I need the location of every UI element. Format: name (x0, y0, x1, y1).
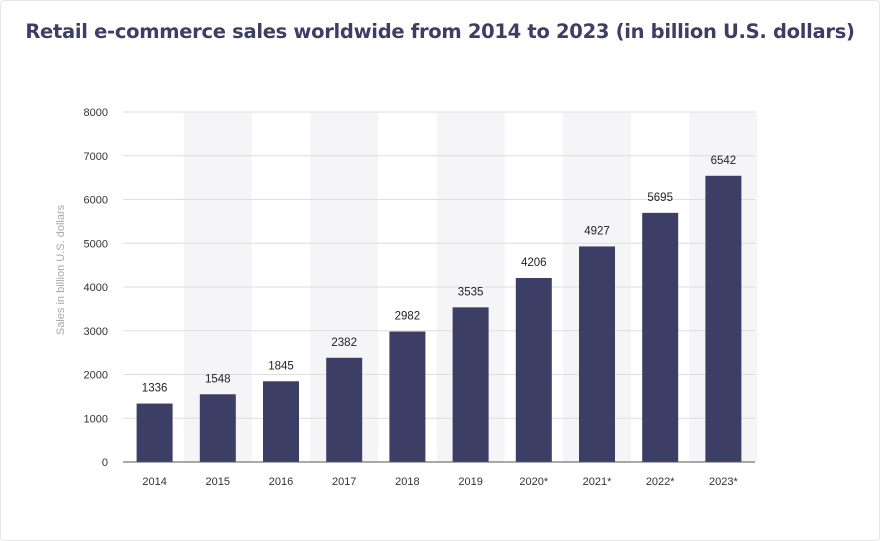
x-tick-label: 2014 (142, 476, 166, 488)
x-tick-label: 2016 (269, 476, 293, 488)
y-tick-label: 1000 (84, 413, 108, 425)
y-tick-label: 8000 (84, 107, 108, 119)
data-label: 1336 (142, 383, 168, 395)
bar (515, 277, 552, 462)
bar (263, 381, 299, 462)
x-axis-ticks: 2014 2015 2016 2017 2018 2019 2020* 2021* 2022* 2… (142, 476, 738, 488)
y-axis-label: Sales in billion U.S. dollars (55, 204, 67, 335)
bar (579, 246, 615, 462)
chart-title: Retail e-commerce sales worldwide from 2… (25, 20, 855, 43)
data-label: 1845 (268, 360, 294, 372)
data-label: 5695 (647, 192, 673, 204)
y-tick-label: 7000 (84, 151, 108, 163)
y-tick-label: 2000 (84, 370, 108, 382)
data-label: 2982 (395, 311, 421, 323)
y-tick-label: 4000 (84, 282, 108, 294)
y-tick-label: 5000 (84, 238, 108, 250)
y-axis-ticks: 0 1000 2000 3000 4000 5000 6000 7000 8000 (84, 107, 108, 469)
bar (389, 331, 426, 462)
data-label: 6542 (711, 155, 737, 167)
bars (136, 175, 742, 462)
data-label: 2382 (331, 337, 357, 349)
bar (326, 357, 363, 462)
x-tick-label: 2017 (332, 476, 356, 488)
x-tick-label: 2023* (709, 476, 738, 488)
y-tick-label: 0 (102, 457, 108, 469)
x-tick-label: 2022* (646, 476, 675, 488)
bar (199, 394, 236, 462)
bar (136, 403, 173, 462)
data-label: 3535 (458, 286, 484, 298)
x-tick-label: 2015 (206, 476, 230, 488)
data-label: 1548 (205, 373, 231, 385)
bar (452, 307, 489, 462)
data-label: 4927 (584, 225, 610, 237)
bar (642, 212, 679, 462)
x-tick-label: 2018 (395, 476, 419, 488)
x-tick-label: 2020* (519, 476, 548, 488)
data-label: 4206 (521, 257, 547, 269)
bar (705, 175, 742, 462)
x-tick-label: 2019 (458, 476, 482, 488)
y-tick-label: 3000 (84, 326, 108, 338)
data-labels: 1336 1548 1845 2382 2982 3535 4206 4927 5695 6542 (142, 155, 736, 395)
y-tick-label: 6000 (84, 195, 108, 207)
x-tick-label: 2021* (583, 476, 612, 488)
